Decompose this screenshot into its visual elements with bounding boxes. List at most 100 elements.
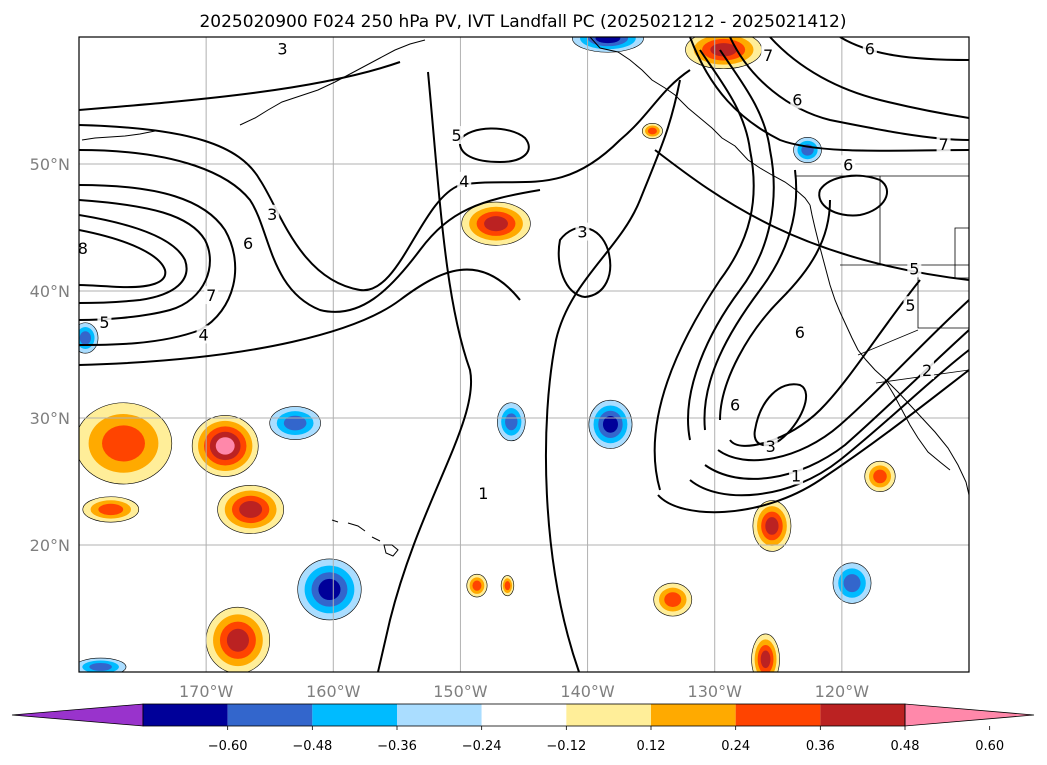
lon-tick-label: 130°W — [688, 682, 743, 701]
colorbar-max-extension — [904, 703, 1035, 727]
pv-anomaly-blob — [82, 496, 140, 523]
contour-label-bg — [841, 155, 856, 174]
contour-label-bg — [790, 90, 805, 109]
pv-anomaly-blob — [496, 402, 526, 442]
pv-anomaly-blob — [864, 460, 896, 492]
contour-label: 5 — [905, 296, 915, 315]
blob-level — [89, 662, 112, 671]
contour-7b — [703, 169, 798, 431]
contour-label-bg — [728, 395, 743, 414]
contour-label-bg — [907, 259, 922, 278]
contour-label-bg — [204, 286, 219, 305]
contour-6b — [653, 49, 755, 491]
colorbar-tick-label: −0.48 — [292, 739, 332, 754]
contour-18 — [818, 174, 889, 217]
blob-level — [215, 437, 235, 455]
contour-label-bg — [476, 484, 491, 503]
pv-anomaly-blob — [79, 322, 99, 354]
blob-level — [472, 580, 482, 591]
pv-anomaly-blob — [217, 485, 284, 534]
pv-anomaly-blob — [751, 633, 780, 672]
blob-level — [484, 216, 508, 232]
contour-label: 6 — [795, 323, 805, 342]
pv-anomaly-blob — [752, 500, 792, 552]
contour-label-bg — [265, 204, 280, 223]
contour-label: 3 — [766, 437, 776, 456]
colorbar-segment — [397, 704, 482, 726]
contour-label-bg — [903, 296, 918, 315]
lon-tick-label: 140°W — [560, 682, 615, 701]
colorbar-segment — [651, 704, 736, 726]
pv-contour-lines — [79, 37, 969, 672]
blob-level — [79, 331, 92, 345]
contour-15 — [689, 37, 969, 152]
contour-label: 8 — [78, 239, 88, 258]
pv-anomaly-blob — [685, 37, 763, 70]
contour-label-bg — [761, 46, 776, 65]
contour-4a — [79, 184, 237, 346]
blob-level — [765, 517, 779, 535]
colorbar-tick-label: −0.36 — [377, 739, 417, 754]
colorbar-segment — [227, 704, 313, 726]
contour-13 — [729, 279, 921, 447]
blob-level — [602, 415, 618, 433]
alaska-coastline — [589, 37, 811, 206]
blob-level — [226, 628, 249, 652]
contour-label: 1 — [478, 484, 488, 503]
contour-label: 6 — [843, 155, 853, 174]
contour-5b — [458, 127, 530, 164]
latitude-tick-labels: 20°N 30°N 40°N 50°N — [30, 155, 70, 555]
pv-anomaly-blob — [832, 562, 872, 604]
lon-tick-label: 150°W — [433, 682, 488, 701]
contour-2 — [79, 69, 691, 292]
blob-level — [98, 503, 124, 516]
pv-anomaly-blob — [461, 201, 531, 246]
contour-label: 7 — [938, 135, 948, 154]
gridlines — [79, 37, 969, 672]
lat-tick-label: 50°N — [30, 155, 70, 174]
contour-label-bg — [862, 39, 877, 58]
lon-tick-label: 170°W — [179, 682, 234, 701]
contour-label: 6 — [730, 395, 740, 414]
colorbar-tick-label: 0.60 — [975, 739, 1004, 754]
contour-16 — [729, 37, 969, 141]
colorbar-tick-label: 0.24 — [721, 739, 750, 754]
contour-label-bg — [936, 134, 951, 153]
blob-level — [647, 127, 657, 135]
colorbar-segment — [820, 704, 905, 726]
contour-6a — [79, 268, 521, 366]
contour-label-bg — [97, 312, 112, 331]
lon-tick-label: 120°W — [815, 682, 870, 701]
contour-19 — [839, 37, 969, 61]
contour-label: 6 — [243, 234, 253, 253]
contour-label-bg — [792, 322, 807, 341]
pv-anomaly-blob — [653, 582, 693, 617]
contour-label: 4 — [199, 325, 209, 344]
contour-label: 7 — [763, 46, 773, 65]
contour-label-bg — [575, 222, 590, 241]
contour-4b — [79, 199, 211, 321]
contour-label-bg — [457, 171, 472, 190]
map-frame — [78, 36, 970, 673]
colorbar-segment — [735, 704, 821, 726]
blob-level — [283, 415, 307, 431]
contour-12 — [717, 299, 969, 462]
contour-14 — [753, 383, 807, 447]
colorbar-outline — [142, 703, 906, 727]
pv-anomaly-blob — [641, 123, 663, 139]
contour-17 — [769, 37, 969, 119]
contour-7a — [687, 49, 775, 441]
contour-9 — [657, 369, 969, 514]
blob-level — [102, 425, 145, 462]
colorbar-segment — [312, 704, 397, 726]
pv-anomaly-blob — [79, 402, 173, 485]
figure-title: 2025020900 F024 250 hPa PV, IVT Landfall… — [199, 12, 846, 32]
pv-anomaly-blob — [588, 399, 633, 449]
contour-label-bg — [449, 126, 464, 145]
colorbar-min-extension — [11, 703, 144, 727]
colorbar-tick-label: 0.36 — [806, 739, 835, 754]
contour-label: 5 — [909, 259, 919, 278]
contour-label-bg — [920, 361, 935, 380]
colorbar-segment — [566, 704, 651, 726]
baja-coastline — [884, 379, 951, 471]
